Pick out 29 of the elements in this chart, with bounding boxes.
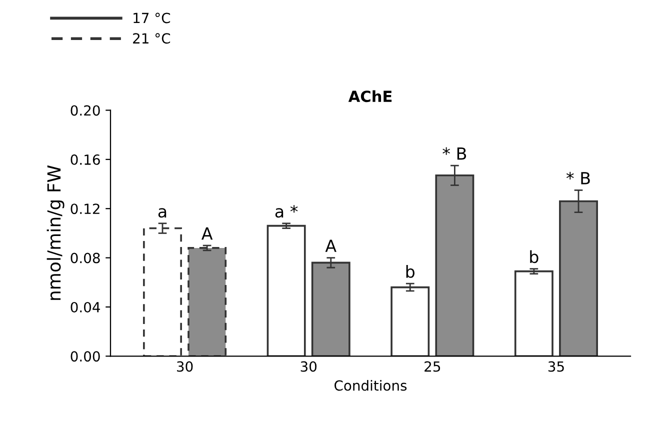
x-axis-title: Conditions: [334, 380, 407, 391]
data-label: * B: [566, 172, 590, 184]
data-label: A: [325, 240, 336, 252]
x-tick-label: 25: [424, 361, 440, 372]
legend-label: 21 °C: [133, 33, 170, 44]
y-tick-label: 0.12: [70, 204, 100, 214]
data-label: a: [158, 208, 166, 218]
bar: [188, 247, 227, 356]
data-label: b: [530, 250, 538, 264]
bar: [514, 270, 554, 356]
bar: [266, 224, 306, 356]
y-tick-label: 0.08: [70, 252, 100, 264]
bar: [143, 227, 182, 356]
y-tick-label: 0.00: [70, 351, 100, 362]
y-tick-label: 0.20: [70, 105, 100, 116]
data-label: b: [406, 265, 414, 278]
x-tick-label: 30: [300, 361, 317, 372]
bar: [311, 262, 350, 356]
data-label: a *: [275, 205, 298, 218]
y-tick-label: 0.16: [70, 154, 100, 165]
y-axis-title: nmol/min/g FW: [46, 165, 64, 300]
bar: [390, 286, 430, 356]
data-label: * B: [442, 147, 466, 160]
x-tick-label: 35: [548, 361, 564, 372]
chart-title: AChE: [348, 90, 392, 102]
y-tick-label: 0.04: [70, 302, 100, 312]
legend-label: 17 °C: [134, 12, 170, 24]
x-tick-label: 30: [177, 361, 193, 372]
data-label: A: [202, 227, 213, 240]
